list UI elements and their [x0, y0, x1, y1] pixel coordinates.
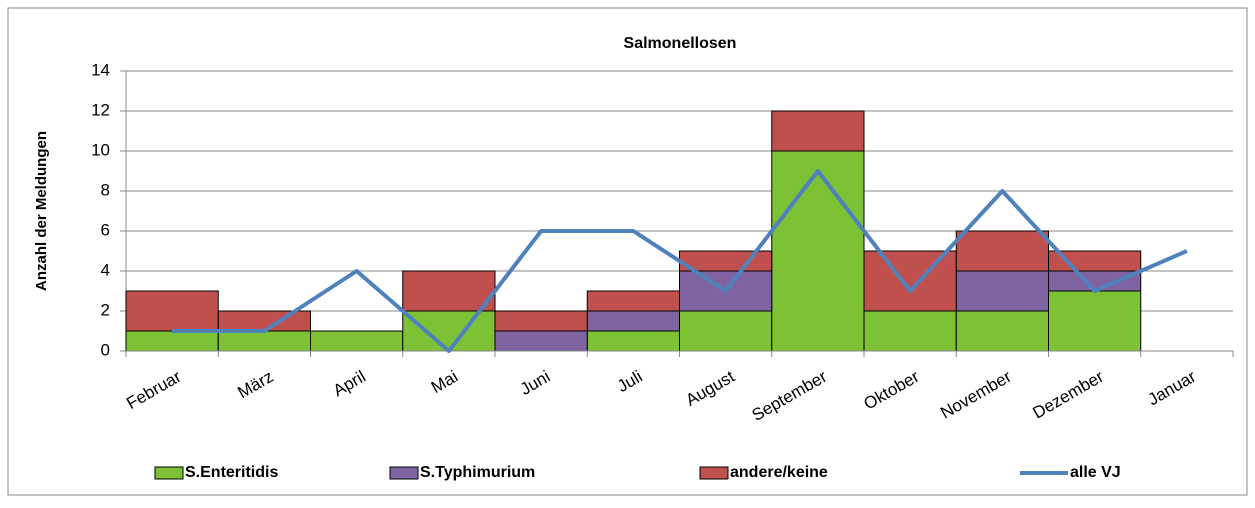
bar-segment — [863, 310, 957, 352]
y-tick-label: 12 — [91, 100, 110, 119]
bar-segment — [586, 310, 680, 332]
bar-segment — [494, 310, 588, 332]
legend-label: S.Typhimurium — [420, 464, 535, 481]
bar-segment — [771, 150, 865, 352]
bar-segment — [1048, 270, 1142, 292]
y-tick-label: 4 — [101, 260, 110, 279]
bar-segment — [863, 250, 957, 312]
bar-segment — [586, 290, 680, 312]
bar-segment — [494, 330, 588, 352]
bar-segment — [402, 310, 496, 352]
legend-label: andere/keine — [730, 464, 828, 481]
bar-segment — [586, 330, 680, 352]
bar-segment — [310, 330, 404, 352]
bar-segment — [771, 110, 865, 152]
bar-segment — [217, 330, 311, 352]
y-tick-label: 8 — [101, 180, 110, 199]
legend-label: S.Enteritidis — [185, 464, 278, 481]
bar-segment — [125, 330, 219, 352]
y-tick-label: 14 — [91, 60, 110, 79]
bar-segment — [679, 310, 773, 352]
bar-segment — [955, 310, 1049, 352]
legend-swatch — [389, 466, 419, 480]
line-series — [172, 169, 1188, 353]
bar-segment — [955, 270, 1049, 312]
bar-segment — [955, 230, 1049, 272]
bar-segment — [125, 290, 219, 332]
y-tick-label: 0 — [101, 340, 110, 359]
legend-swatch — [699, 466, 729, 480]
legend-swatch — [154, 466, 184, 480]
y-axis-label: Anzahl der Meldungen — [33, 131, 50, 291]
chart-title: Salmonellosen — [624, 35, 737, 52]
bar-segment — [217, 310, 311, 332]
bar-segment — [402, 270, 496, 312]
y-tick-label: 2 — [101, 300, 110, 319]
bar-segment — [1048, 290, 1142, 352]
y-tick-label: 10 — [91, 140, 110, 159]
legend-label: alle VJ — [1070, 464, 1121, 481]
y-tick-label: 6 — [101, 220, 110, 239]
